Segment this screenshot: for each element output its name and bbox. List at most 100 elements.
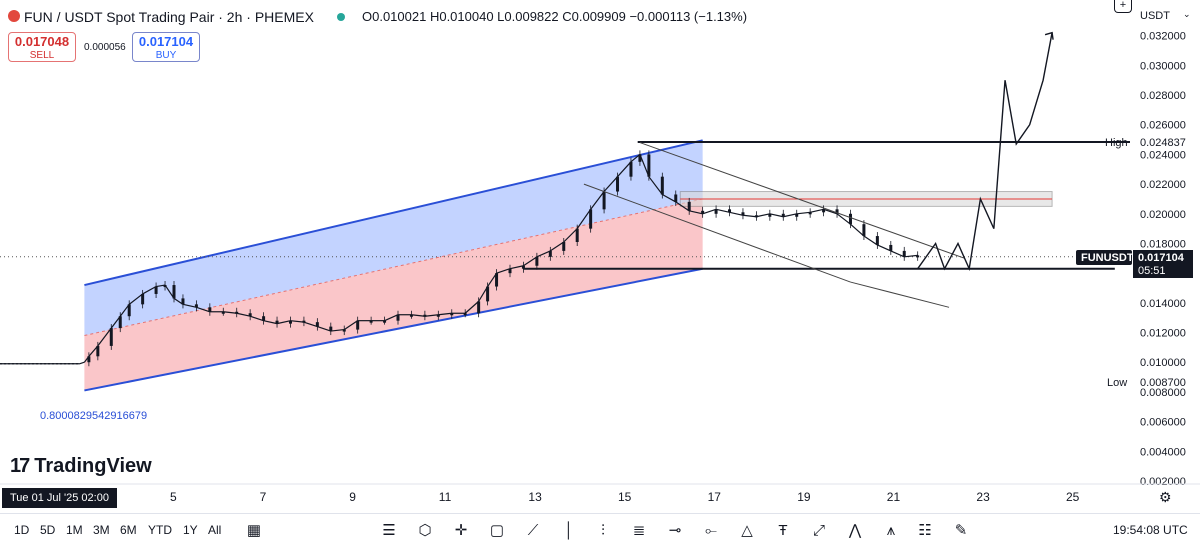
shape-icon[interactable]: ⬡ <box>418 522 432 539</box>
price-segment <box>142 286 157 295</box>
candle-body <box>486 286 490 302</box>
symbol-tag-bg <box>1076 250 1132 265</box>
candle-body <box>450 313 454 316</box>
price-tick-label: 0.006000 <box>1140 417 1186 429</box>
plus-icon[interactable]: + <box>1114 0 1132 13</box>
price-segment <box>783 213 797 218</box>
price-tick-label: 0.030000 <box>1140 60 1186 72</box>
date-tick-label: 5 <box>170 490 177 504</box>
candle-body <box>356 320 360 330</box>
candle-body <box>221 311 225 314</box>
timeframe-5d[interactable]: 5D <box>40 523 56 537</box>
candle-body <box>495 273 499 287</box>
sell-price: 0.017048 <box>14 34 70 49</box>
timeframe-ytd[interactable]: YTD <box>148 523 172 537</box>
candle-body <box>822 209 826 213</box>
symbol-title[interactable]: FUN / USDT Spot Trading Pair · 2h · PHEM… <box>24 9 314 25</box>
price-segment <box>576 208 592 229</box>
ray-icon[interactable]: ⊸ <box>668 522 682 539</box>
candle-body <box>342 329 346 332</box>
rectangle-icon[interactable]: ▢ <box>489 522 505 539</box>
price-segment <box>290 320 304 323</box>
timeframe-1d[interactable]: 1D <box>14 523 30 537</box>
brush-icon[interactable]: ⤢ <box>812 522 825 539</box>
price-segment <box>343 320 359 331</box>
price-segment <box>276 320 291 325</box>
horizontal-lines-icon[interactable]: ☰ <box>382 522 396 539</box>
crosshair-icon[interactable]: ✛ <box>454 522 468 539</box>
channel-upper-line <box>84 139 703 287</box>
head-shoulders-icon[interactable]: ⩚ <box>886 522 896 539</box>
price-segment <box>850 223 865 237</box>
price-segment <box>223 311 237 314</box>
chevron-down-icon[interactable]: ⌄ <box>1183 9 1191 19</box>
buy-button[interactable]: 0.017104 BUY <box>132 32 200 62</box>
price-segment <box>796 211 811 215</box>
last-price-tag: 0.017104 <box>1138 252 1185 264</box>
candle-body <box>741 212 745 216</box>
candle-body <box>329 326 333 332</box>
price-segment <box>249 315 264 322</box>
timeframe-all[interactable]: All <box>208 523 222 537</box>
price-segment <box>563 228 578 243</box>
descending-trend-line-3 <box>850 281 950 308</box>
candle-body <box>768 213 772 217</box>
candle-body <box>521 265 525 269</box>
text-lines-icon[interactable]: ≣ <box>632 522 646 539</box>
price-segment <box>863 235 878 246</box>
pencil-icon[interactable]: ✎ <box>954 522 968 539</box>
chart-canvas[interactable]: 0.002000 0.004000 0.006000 0.008000 0.010000… <box>0 0 1200 512</box>
price-tick-label: 0.024000 <box>1140 149 1186 161</box>
ohlc-readout: O0.010021 H0.010040 L0.009822 C0.009909 … <box>362 9 748 24</box>
vertical-line-icon[interactable]: │ <box>564 522 574 539</box>
bars-pattern-icon[interactable]: ⫶ <box>601 522 605 539</box>
candle-body <box>781 213 785 217</box>
timeframe-1y[interactable]: 1Y <box>183 523 198 537</box>
candle-body <box>154 286 158 294</box>
text-tool-icon[interactable]: Ŧ <box>778 522 788 539</box>
price-segment <box>603 176 618 192</box>
descending-trend-line-1 <box>639 142 965 259</box>
currency-selector[interactable]: USDT <box>1140 10 1170 22</box>
price-tick-label: 0.032000 <box>1140 31 1186 43</box>
gear-icon[interactable]: ⚙ <box>1159 489 1172 505</box>
timeframe-3m[interactable]: 3M <box>93 523 110 537</box>
candle-body <box>701 210 705 214</box>
horizontal-ray-icon[interactable]: ⟜ <box>704 522 717 539</box>
price-segment <box>877 244 892 252</box>
utc-clock[interactable]: 19:54:08 UTC <box>1113 523 1188 537</box>
phemex-logo-icon <box>8 10 20 22</box>
trend-line-icon[interactable]: ⟋ <box>527 522 539 539</box>
price-segment <box>617 161 632 178</box>
candle-body <box>795 213 799 217</box>
price-segment <box>702 208 717 215</box>
candle-body <box>562 241 566 251</box>
tradingview-name: TradingView <box>34 455 152 477</box>
descending-trend-line-2 <box>583 183 851 283</box>
candle-body <box>508 268 512 274</box>
triangle-icon[interactable]: △ <box>741 522 753 539</box>
tradingview-mark: 17 <box>10 455 30 477</box>
timeframe-1m[interactable]: 1M <box>66 523 83 537</box>
price-segment <box>330 328 345 332</box>
timeframe-6m[interactable]: 6M <box>120 523 137 537</box>
zigzag-icon[interactable]: ⋀ <box>848 522 862 539</box>
date-tick-label: 23 <box>976 490 990 504</box>
sell-label: SELL <box>29 50 55 61</box>
price-tick-label: 0.022000 <box>1140 179 1186 191</box>
price-segment <box>590 191 605 210</box>
calendar-range-icon[interactable]: ▦ <box>246 522 262 539</box>
price-tick-label: 0.008000 <box>1140 387 1186 399</box>
candle-body <box>302 320 306 323</box>
candle-body <box>477 301 481 314</box>
low-label: Low <box>1107 377 1127 389</box>
date-tick-label: 13 <box>528 490 542 504</box>
price-tick-label: 0.002000 <box>1140 476 1186 488</box>
sell-button[interactable]: 0.017048 SELL <box>8 32 76 62</box>
price-tick-label: 0.010000 <box>1140 357 1186 369</box>
candle-body <box>629 161 633 177</box>
indicator-list-icon[interactable]: ☷ <box>918 522 932 539</box>
date-tick-label: 25 <box>1066 490 1080 504</box>
candle-body <box>96 345 100 357</box>
candle-body <box>436 314 440 317</box>
